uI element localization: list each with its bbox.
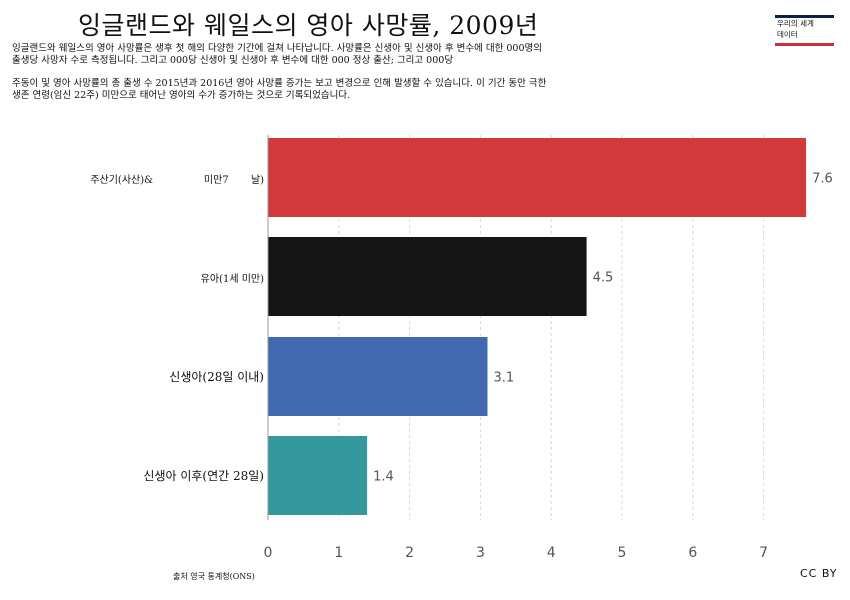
x-tick-label-7: 7 xyxy=(759,545,768,561)
x-tick-label-3: 3 xyxy=(476,545,485,561)
bar-0[interactable] xyxy=(268,138,806,217)
x-tick-label-2: 2 xyxy=(405,545,414,561)
source-note: 출처 영국 통계청(ONS) xyxy=(173,571,255,582)
x-tick-label-4: 4 xyxy=(547,545,556,561)
value-label-3: 1.4 xyxy=(373,470,394,485)
value-label-0: 7.6 xyxy=(812,172,833,187)
value-label-2: 3.1 xyxy=(493,371,514,386)
bar-3[interactable] xyxy=(268,436,367,515)
category-label-1: 유아(1세 미만) xyxy=(201,270,264,285)
bar-2[interactable] xyxy=(268,337,487,416)
category-label-3: 신생아 이후(연간 28일) xyxy=(143,467,264,484)
bar-1[interactable] xyxy=(268,237,587,316)
value-label-1: 4.5 xyxy=(593,271,614,286)
x-tick-label-1: 1 xyxy=(334,545,343,561)
category-label-0: 주산기(사산)& 미만7 날) xyxy=(90,171,264,186)
x-tick-label-0: 0 xyxy=(264,545,273,561)
license-link[interactable]: CC BY xyxy=(800,567,838,580)
x-tick-label-5: 5 xyxy=(618,545,627,561)
category-label-2: 신생아(28일 이내) xyxy=(169,368,264,385)
x-tick-label-6: 6 xyxy=(688,545,697,561)
